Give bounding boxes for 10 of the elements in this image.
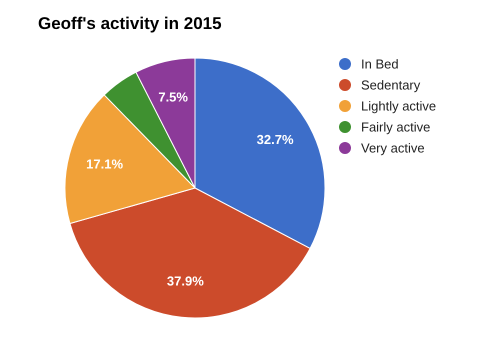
legend-label: Sedentary — [361, 78, 421, 93]
legend-label: In Bed — [361, 56, 399, 72]
data-label: 7.5% — [158, 90, 188, 105]
data-label: 37.9% — [166, 274, 204, 289]
legend-label: Very active — [361, 140, 425, 156]
legend-label: Fairly active — [361, 120, 430, 135]
chart-title: Geoff's activity in 2015 — [38, 14, 222, 33]
legend-label: Lightly active — [361, 98, 436, 114]
data-label: 32.7% — [256, 132, 294, 148]
data-label: 17.1% — [86, 156, 124, 172]
